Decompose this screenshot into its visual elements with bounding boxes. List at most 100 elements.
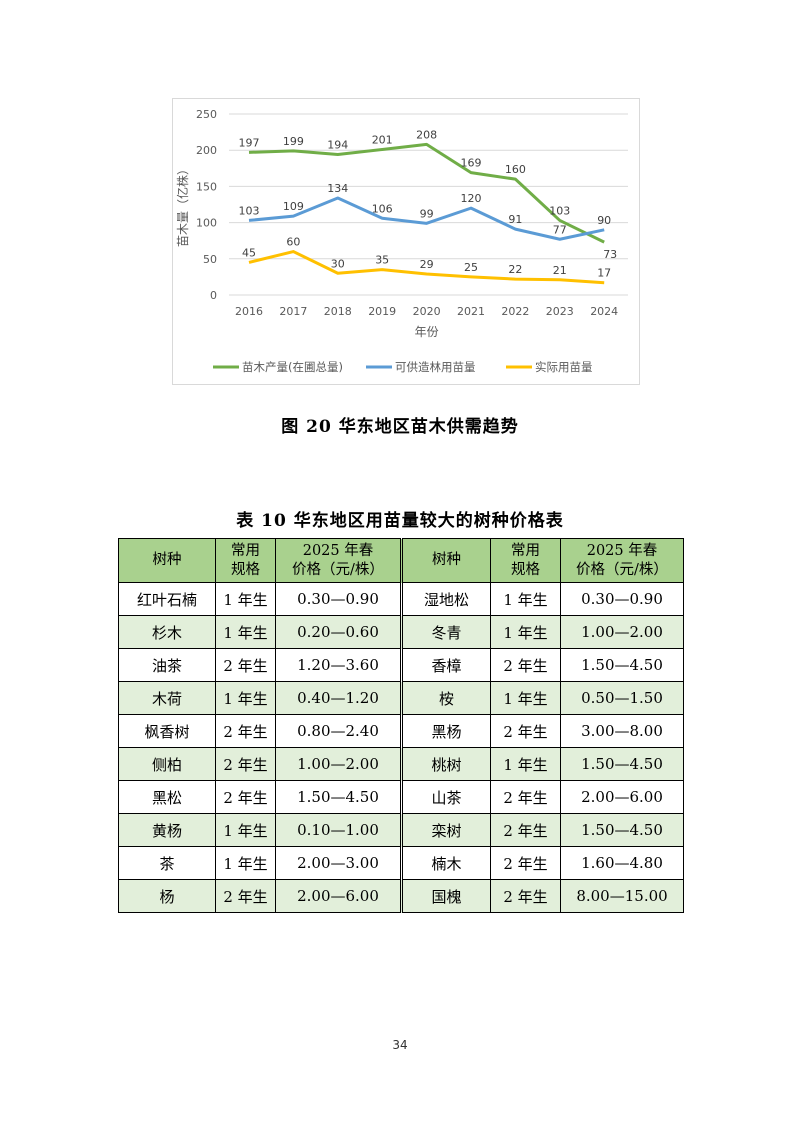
table-cell: 1 年生 [215,615,276,649]
x-tick-label: 2019 [368,305,396,318]
table-cell: 0.50—1.50 [560,681,684,715]
table-cell: 0.10—1.00 [275,813,403,847]
table-cell: 2 年生 [490,780,561,814]
header-text: 树种 [152,552,182,568]
legend-label: 苗木产量(在圃总量) [242,360,343,374]
table-cell: 1 年生 [490,681,561,715]
table-row: 红叶石楠 1 年生 0.30—0.90 湿地松 1 年生 0.30—0.90 [118,582,684,616]
data-label: 91 [508,213,522,226]
table-cell: 1.50—4.50 [560,813,684,847]
series-line [248,196,605,241]
table-cell: 1 年生 [215,681,276,715]
data-label: 103 [549,204,570,217]
table-cell: 8.00—15.00 [560,879,684,913]
x-tick-label: 2016 [235,305,263,318]
table-cell: 红叶石楠 [118,582,216,616]
table-cell: 2 年生 [215,648,276,682]
x-tick-label: 2023 [546,305,574,318]
header-text: 价格（元/株） [292,561,384,578]
table-cell: 2 年生 [215,879,276,913]
page-number: 34 [392,1038,408,1052]
table-cell: 1.50—4.50 [275,780,403,814]
table-cell: 木荷 [118,681,216,715]
data-label: 201 [372,133,393,146]
table-header-row: 树种 常用 规格 2025 年春 价格（元/株） 树种 常用 规格 2025 年春 价格（元/株） [118,538,684,583]
table-cell: 1.00—2.00 [275,747,403,781]
data-label: 109 [283,200,304,213]
table-row: 侧柏 2 年生 1.00—2.00 桃树 1 年生 1.50—4.50 [118,747,684,781]
x-tick-label: 2021 [457,305,485,318]
table-cell: 2 年生 [215,780,276,814]
data-label: 35 [375,254,389,267]
table-row: 木荷 1 年生 0.40—1.20 桉 1 年生 0.50—1.50 [118,681,684,715]
data-label: 90 [597,214,611,227]
table-cell: 2 年生 [490,714,561,748]
table-cell: 3.00—8.00 [560,714,684,748]
price-table: 树种 常用 规格 2025 年春 价格（元/株） 树种 常用 规格 2025 年春 价格（元/株）… [118,538,684,913]
table-cell: 香樟 [401,648,491,682]
table-cell: 1.60—4.80 [560,846,684,880]
table-cell: 油茶 [118,648,216,682]
data-label: 25 [464,261,478,274]
header-text: 价格（元/株） [576,561,668,578]
data-label: 99 [420,207,434,220]
y-tick-label: 200 [196,144,217,157]
table-cell: 0.40—1.20 [275,681,403,715]
table-cell: 2 年生 [490,846,561,880]
table-cell: 黑松 [118,780,216,814]
legend-label: 实际用苗量 [535,360,593,374]
data-label: 17 [597,267,611,280]
table-title: 表 10 华东地区用苗量较大的树种价格表 [236,511,564,531]
column-header: 树种 [401,538,491,583]
table-row: 黑松 2 年生 1.50—4.50 山茶 2 年生 2.00—6.00 [118,780,684,814]
table-cell: 栾树 [401,813,491,847]
data-label: 60 [286,236,300,249]
table-cell: 1 年生 [215,582,276,616]
data-label: 194 [327,139,348,152]
table-cell: 0.30—0.90 [275,582,403,616]
table-cell: 1 年生 [490,747,561,781]
table-cell: 2.00—6.00 [275,879,403,913]
table-cell: 1 年生 [215,846,276,880]
x-axis-label: 年份 [415,325,439,339]
table-cell: 0.30—0.90 [560,582,684,616]
table-cell: 2.00—3.00 [275,846,403,880]
table-cell: 2 年生 [490,879,561,913]
column-header: 2025 年春 价格（元/株） [275,538,403,583]
header-text: 2025 年春 [302,542,374,559]
table-row: 黄杨 1 年生 0.10—1.00 栾树 2 年生 1.50—4.50 [118,813,684,847]
x-tick-label: 2017 [279,305,307,318]
x-tick-label: 2020 [413,305,441,318]
y-tick-label: 250 [196,108,217,121]
table-cell: 2.00—6.00 [560,780,684,814]
data-label: 160 [505,163,526,176]
column-header: 常用 规格 [215,538,276,583]
table-cell: 杨 [118,879,216,913]
table-row: 杉木 1 年生 0.20—0.60 冬青 1 年生 1.00—2.00 [118,615,684,649]
data-label: 77 [553,223,567,236]
table-cell: 楠木 [401,846,491,880]
table-cell: 1 年生 [490,582,561,616]
y-tick-label: 50 [203,253,217,266]
column-header: 常用 规格 [490,538,561,583]
legend-label: 可供造林用苗量 [395,360,476,374]
table-row: 枫香树 2 年生 0.80—2.40 黑杨 2 年生 3.00—8.00 [118,714,684,748]
table-cell: 2 年生 [215,714,276,748]
table-cell: 0.80—2.40 [275,714,403,748]
table-cell: 枫香树 [118,714,216,748]
header-text: 常用 [511,542,540,559]
table-cell: 黑杨 [401,714,491,748]
data-label: 197 [239,136,260,149]
header-text: 树种 [432,552,461,568]
data-label: 208 [416,128,437,141]
table-cell: 1 年生 [490,615,561,649]
table-cell: 山茶 [401,780,491,814]
table-cell: 茶 [118,846,216,880]
chart-svg: 0 50 100 150 200 250 2016 2017 2018 2019 2020 2021 2… [175,108,628,374]
y-axis-label: 苗木量（亿株） [175,163,190,247]
column-header: 2025 年春 价格（元/株） [560,538,684,583]
figure-caption: 图 20 华东地区苗木供需趋势 [281,417,519,437]
